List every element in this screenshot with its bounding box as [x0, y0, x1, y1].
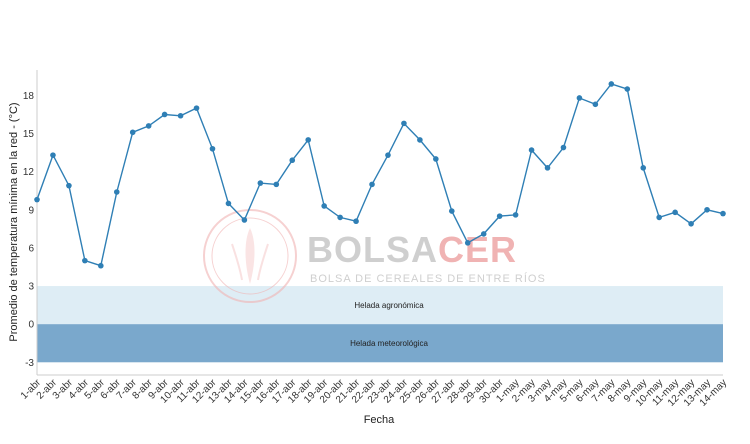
data-point [129, 129, 136, 136]
data-point [225, 200, 232, 207]
data-point [98, 262, 104, 269]
data-point [289, 157, 296, 164]
data-point [592, 101, 599, 108]
watermark-title-bolsa: BOLSA [307, 229, 438, 270]
y-tick-label: 0 [28, 320, 34, 331]
data-point [385, 152, 391, 158]
data-point [576, 95, 583, 101]
band-helada-agronomica [37, 286, 723, 325]
band-helada-agronomica-label: Helada agronómica [354, 301, 424, 310]
series-layer [34, 81, 726, 269]
y-tick-label: 9 [28, 205, 34, 216]
watermark-seal-logo [203, 209, 297, 303]
data-point [34, 196, 40, 203]
data-point [433, 156, 439, 162]
y-tick-label: 12 [23, 167, 35, 178]
data-point [193, 105, 200, 111]
data-point [337, 214, 343, 221]
data-point [273, 181, 280, 188]
watermark-seal-outer-ring [203, 209, 297, 303]
data-point [353, 218, 359, 225]
data-point [688, 220, 694, 227]
watermark: BOLSACER BOLSA DE CEREALES DE ENTRE RÍOS [203, 209, 546, 303]
y-tick-label: -3 [25, 358, 34, 369]
watermark-wheat-icon [245, 228, 255, 284]
band-helada-meteorologica-label: Helada meteorológica [350, 339, 428, 348]
watermark-seal-inner-ring [211, 217, 289, 295]
watermark-title-cer: CER [438, 229, 517, 270]
data-point [496, 213, 503, 219]
y-tick-label: 3 [28, 282, 34, 293]
x-axis-label: Fecha [364, 414, 395, 426]
band-helada-meteorologica [37, 324, 723, 363]
data-point [145, 123, 152, 129]
data-point [161, 111, 168, 118]
y-tick-label: 15 [23, 129, 35, 140]
data-point [177, 112, 184, 119]
watermark-subtitle: BOLSA DE CEREALES DE ENTRE RÍOS [310, 272, 546, 285]
data-point [209, 145, 216, 152]
data-point [369, 181, 375, 188]
series-line [36, 83, 724, 267]
data-point [560, 144, 567, 151]
data-point [656, 214, 662, 221]
data-point [305, 137, 312, 143]
data-point [321, 203, 327, 209]
data-point [401, 120, 407, 127]
data-point [82, 257, 88, 264]
data-point [257, 180, 264, 186]
data-point [704, 206, 710, 213]
y-tick-label: 18 [23, 91, 35, 102]
data-point [528, 147, 535, 153]
data-point [480, 231, 487, 237]
data-point [512, 212, 519, 218]
data-point [608, 81, 615, 87]
data-point [113, 189, 120, 195]
watermark-title: BOLSACER [307, 229, 517, 270]
y-tick-label: 6 [28, 243, 34, 254]
data-point [720, 210, 726, 217]
data-point [417, 137, 423, 143]
frost-bands: Helada agronómica Helada meteorológica [37, 286, 723, 363]
data-point [464, 240, 471, 246]
data-point [544, 165, 551, 171]
data-point [448, 208, 455, 214]
watermark-leaves-icon [231, 243, 269, 281]
y-axis-label: Promedio de temperatura mínima en la red… [8, 102, 20, 341]
data-point [624, 86, 631, 92]
data-point [66, 182, 72, 189]
data-point [50, 152, 56, 158]
data-point [672, 209, 678, 216]
data-point [640, 165, 647, 171]
data-point [241, 217, 248, 223]
